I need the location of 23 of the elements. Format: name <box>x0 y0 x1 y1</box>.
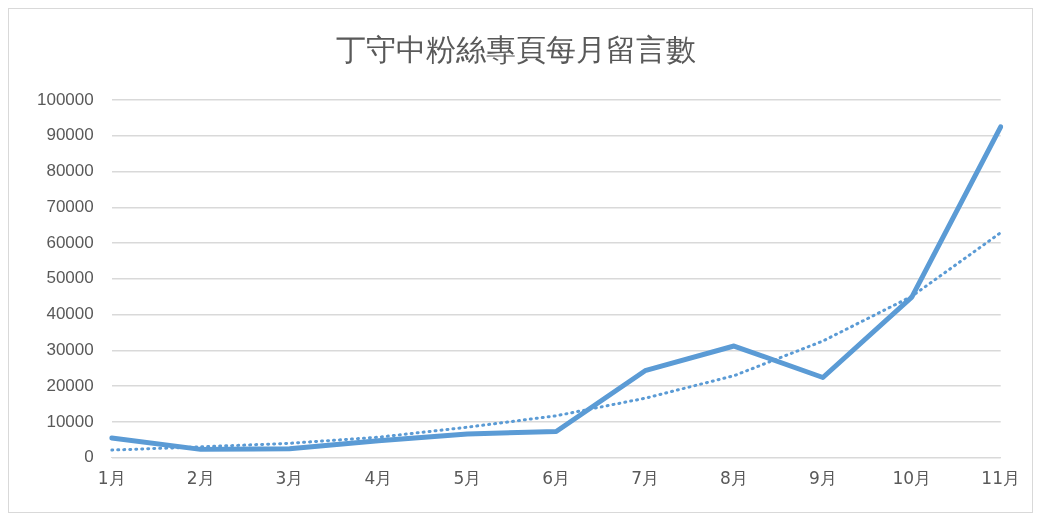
y-tick-label: 20000 <box>46 375 94 395</box>
x-tick-label: 3月 <box>275 468 304 489</box>
y-tick-label: 70000 <box>46 196 94 216</box>
x-tick-label: 2月 <box>186 468 215 489</box>
y-tick-label: 90000 <box>46 125 94 145</box>
x-tick-label: 7月 <box>631 468 660 489</box>
x-tick-label: 9月 <box>808 468 837 489</box>
y-tick-label: 100000 <box>36 89 94 109</box>
y-tick-label: 50000 <box>46 268 94 288</box>
y-tick-label: 30000 <box>46 340 94 360</box>
x-tick-label: 1月 <box>97 468 126 489</box>
y-tick-label: 40000 <box>46 304 94 324</box>
x-tick-label: 10月 <box>892 468 932 489</box>
y-tick-label: 0 <box>84 447 94 467</box>
x-tick-label: 6月 <box>542 468 571 489</box>
y-tick-label: 80000 <box>46 161 94 181</box>
x-tick-label: 11月 <box>981 468 1020 489</box>
x-tick-label: 8月 <box>720 468 748 489</box>
x-tick-label: 4月 <box>364 468 393 489</box>
y-tick-label: 60000 <box>46 232 94 252</box>
y-tick-label: 10000 <box>46 411 94 431</box>
chart-title: 丁守中粉絲專頁每月留言數 <box>335 31 696 67</box>
x-tick-label: 5月 <box>453 468 482 489</box>
